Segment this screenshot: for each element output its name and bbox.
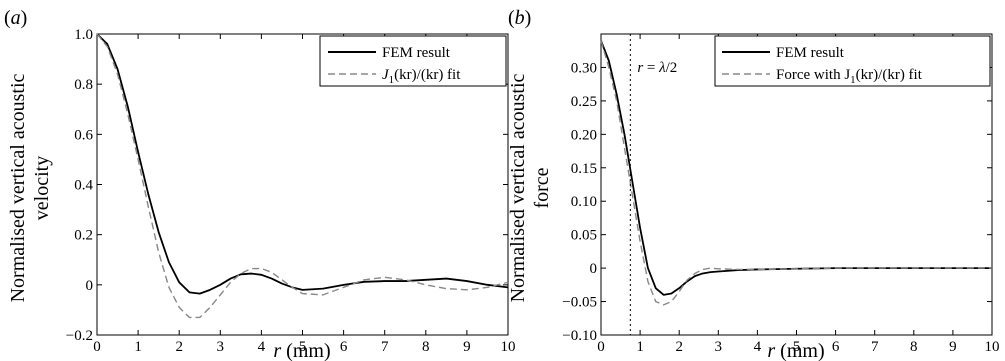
- x-tick-label: 4: [754, 339, 762, 355]
- x-tick-label: 6: [340, 339, 348, 355]
- series-fem-line: [600, 40, 992, 296]
- y-tick-label: 0: [590, 261, 598, 277]
- panel-b-ylabel-line2: force: [531, 167, 553, 208]
- x-tick-label: 10: [501, 339, 516, 355]
- x-tick-label: 2: [175, 339, 183, 355]
- panel-a-label: (a): [4, 7, 27, 29]
- y-tick-label: 0.6: [74, 127, 93, 143]
- x-tick-label: 10: [985, 339, 1000, 355]
- y-tick-label: 0: [86, 278, 94, 294]
- y-tick-label: 0.4: [74, 178, 93, 194]
- x-tick-label: 3: [715, 339, 723, 355]
- panel-a-xlabel: r (mm): [273, 340, 330, 361]
- legend-label-fem-b: FEM result: [776, 45, 845, 61]
- y-tick-label: −0.2: [66, 328, 93, 344]
- x-tick-label: 5: [793, 339, 801, 355]
- panel-b-legend-box: [714, 35, 991, 87]
- panel-b-label: (b): [508, 7, 531, 29]
- panel-a-legend-box: [319, 35, 507, 87]
- legend-label-fem: FEM result: [382, 45, 451, 61]
- x-tick-label: 4: [258, 339, 266, 355]
- y-tick-label: 1.0: [74, 27, 93, 43]
- panel-b: (b) Normalised vertical acoustic force 0…: [507, 7, 1000, 361]
- y-tick-label: 0.20: [571, 127, 597, 143]
- x-tick-label: 7: [871, 339, 879, 355]
- x-tick-label: 5: [299, 339, 307, 355]
- panel-b-legend: FEM result Force with J1(kr)/(kr) fit: [714, 35, 991, 87]
- panel-b-annotation: r = λ/2: [637, 60, 677, 76]
- x-tick-label: 1: [636, 339, 644, 355]
- y-tick-label: 0.30: [571, 60, 597, 76]
- y-tick-label: −0.05: [562, 295, 597, 311]
- panel-b-xlabel: r (mm): [767, 340, 824, 361]
- panel-a-ylabel-line2: velocity: [31, 156, 53, 220]
- y-tick-label: −0.10: [562, 328, 597, 344]
- legend-label-fit: J1(kr)/(kr) fit: [382, 67, 461, 86]
- x-tick-label: 8: [422, 339, 430, 355]
- y-tick-label: 0.10: [571, 194, 597, 210]
- x-tick-label: 0: [93, 339, 101, 355]
- y-tick-label: 0.05: [571, 228, 597, 244]
- y-tick-label: 0.2: [74, 228, 93, 244]
- panel-a-lines: [96, 33, 509, 319]
- panel-a-legend: FEM result J1(kr)/(kr) fit: [319, 35, 507, 87]
- series-fem-line: [96, 33, 509, 295]
- panel-a-ylabel-line1: Normalised vertical acoustic: [7, 73, 29, 302]
- x-tick-label: 9: [949, 339, 957, 355]
- series-fit-line: [96, 33, 509, 319]
- panel-a: (a) Normalised vertical acoustic velocit…: [4, 7, 516, 361]
- x-tick-label: 7: [381, 339, 389, 355]
- x-tick-label: 9: [463, 339, 471, 355]
- x-tick-label: 0: [597, 339, 605, 355]
- y-tick-label: 0.15: [571, 161, 597, 177]
- panel-b-ticks: 0 1 2 3 4 5 6 7 8 9 100.300.250.200.150.100.050−0.…: [562, 34, 1000, 355]
- x-tick-label: 2: [675, 339, 683, 355]
- x-tick-label: 6: [832, 339, 840, 355]
- x-tick-label: 1: [134, 339, 142, 355]
- panel-a-ticks: 0 1 2 3 4 5 6 7 8 9 101.00.80.60.40.20−0.2: [66, 27, 516, 355]
- panel-b-lines: [600, 40, 992, 306]
- legend-label-fit-b: Force with J1(kr)/(kr) fit: [776, 67, 923, 86]
- x-tick-label: 8: [910, 339, 918, 355]
- series-fit-line: [600, 40, 992, 306]
- x-tick-label: 3: [217, 339, 225, 355]
- y-tick-label: 0.25: [571, 94, 597, 110]
- panel-b-ylabel-line1: Normalised vertical acoustic: [507, 73, 529, 302]
- y-tick-label: 0.8: [74, 77, 93, 93]
